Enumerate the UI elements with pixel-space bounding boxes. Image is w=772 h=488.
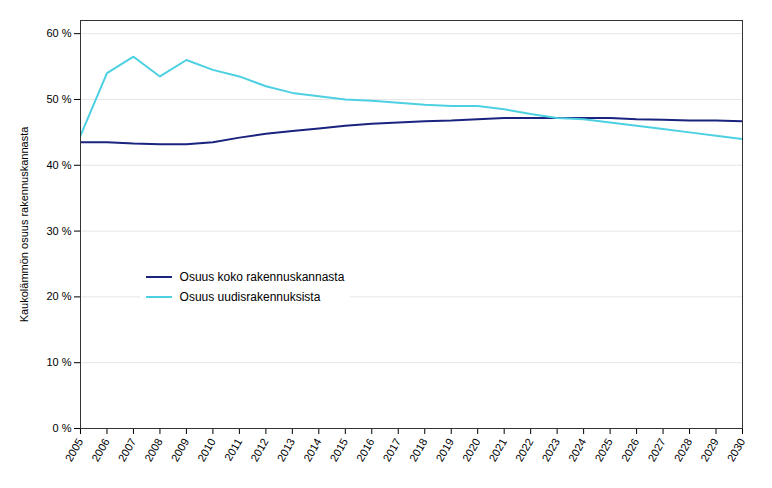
svg-text:2013: 2013 (274, 436, 297, 463)
svg-text:2023: 2023 (539, 436, 562, 463)
svg-text:2017: 2017 (380, 436, 403, 463)
svg-text:2014: 2014 (301, 436, 324, 463)
svg-text:2010: 2010 (195, 436, 218, 463)
svg-text:10 %: 10 % (46, 356, 71, 368)
svg-text:2008: 2008 (142, 436, 165, 463)
svg-text:2030: 2030 (725, 436, 748, 463)
svg-text:60 %: 60 % (46, 27, 71, 39)
svg-text:40 %: 40 % (46, 159, 71, 171)
svg-text:2015: 2015 (327, 436, 350, 463)
svg-text:2006: 2006 (89, 436, 112, 463)
svg-text:2019: 2019 (433, 436, 456, 463)
svg-text:2007: 2007 (116, 436, 139, 463)
html-text:Osuus koko rakennuskannasta: Osuus koko rakennuskannasta (179, 269, 345, 284)
svg-text:0 %: 0 % (53, 422, 72, 434)
svg-text:2027: 2027 (645, 436, 668, 463)
svg-text:2012: 2012 (248, 436, 271, 463)
svg-text:2016: 2016 (354, 436, 377, 463)
svg-text:2026: 2026 (619, 436, 642, 463)
svg-text:2005: 2005 (63, 436, 86, 463)
svg-text:2024: 2024 (566, 436, 589, 463)
svg-text:2029: 2029 (698, 436, 721, 463)
svg-text:2021: 2021 (486, 436, 509, 463)
svg-text:30 %: 30 % (46, 225, 71, 237)
svg-text:2018: 2018 (407, 436, 430, 463)
svg-text:2025: 2025 (592, 436, 615, 463)
svg-text:2028: 2028 (672, 436, 695, 463)
svg-text:2020: 2020 (460, 436, 483, 463)
svg-text:Kaukolämmön osuus rakennuskann: Kaukolämmön osuus rakennuskannasta (18, 126, 30, 323)
svg-text:50 %: 50 % (46, 93, 71, 105)
svg-text:2011: 2011 (222, 436, 244, 462)
html-text:Osuus uudisrakennuksista: Osuus uudisrakennuksista (179, 289, 321, 304)
svg-text:20 %: 20 % (46, 290, 71, 302)
svg-text:2009: 2009 (169, 436, 192, 463)
svg-text:2022: 2022 (513, 436, 536, 463)
